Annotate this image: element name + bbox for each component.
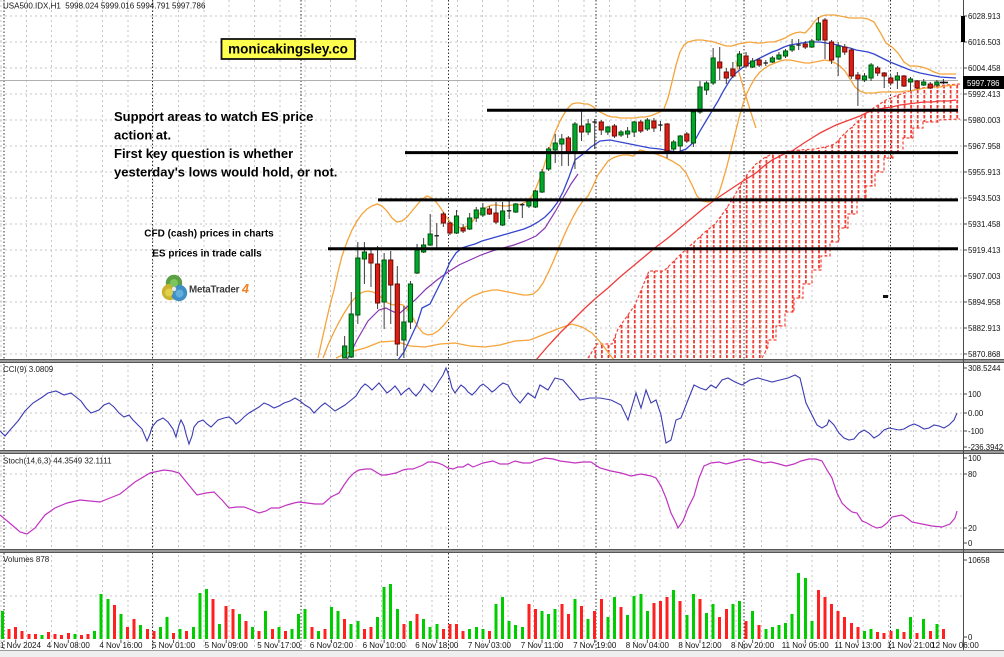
- svg-text:11 Nov 13:00: 11 Nov 13:00: [834, 641, 882, 650]
- svg-text:0: 0: [968, 539, 973, 548]
- svg-text:0: 0: [968, 633, 973, 642]
- svg-text:4 Nov 08:00: 4 Nov 08:00: [47, 641, 91, 650]
- svg-text:8 Nov 04:00: 8 Nov 04:00: [626, 641, 670, 650]
- svg-text:6004.458: 6004.458: [968, 64, 1001, 73]
- svg-text:80: 80: [968, 470, 977, 479]
- svg-text:20: 20: [968, 524, 977, 533]
- svg-text:CCI(9) 3.0809: CCI(9) 3.0809: [3, 365, 54, 374]
- svg-text:11 Nov 21:00: 11 Nov 21:00: [887, 641, 935, 650]
- svg-text:First key question is whether: First key question is whether: [114, 146, 293, 161]
- svg-text:6028.913: 6028.913: [968, 12, 1001, 21]
- svg-text:5 Nov 01:00: 5 Nov 01:00: [152, 641, 196, 650]
- svg-text:6016.503: 6016.503: [968, 38, 1001, 47]
- svg-text:Volumes 878: Volumes 878: [3, 555, 50, 564]
- svg-text:ES prices in trade calls: ES prices in trade calls: [152, 249, 262, 260]
- svg-text:1 Nov 2024: 1 Nov 2024: [0, 641, 41, 650]
- svg-text:12 Nov 06:00: 12 Nov 06:00: [931, 641, 979, 650]
- svg-text:yesterday's lows would hold, o: yesterday's lows would hold, or not.: [114, 165, 337, 180]
- svg-text:-236.3942: -236.3942: [968, 443, 1003, 452]
- svg-text:308.5244: 308.5244: [968, 364, 1001, 373]
- svg-text:Support areas to watch ES pric: Support areas to watch ES price: [114, 109, 313, 124]
- svg-text:8 Nov 20:00: 8 Nov 20:00: [731, 641, 775, 650]
- svg-text:action at.: action at.: [114, 128, 171, 143]
- svg-text:7 Nov 03:00: 7 Nov 03:00: [468, 641, 512, 650]
- svg-text:7 Nov 19:00: 7 Nov 19:00: [573, 641, 617, 650]
- svg-text:4: 4: [241, 282, 249, 296]
- svg-text:5 Nov 09:00: 5 Nov 09:00: [205, 641, 249, 650]
- svg-text:5919.413: 5919.413: [968, 246, 1001, 255]
- svg-text:5967.958: 5967.958: [968, 142, 1001, 151]
- svg-text:5992.413: 5992.413: [968, 90, 1001, 99]
- svg-text:monicakingsley.co: monicakingsley.co: [228, 42, 348, 57]
- svg-text:5870.868: 5870.868: [968, 350, 1001, 359]
- svg-text:7 Nov 11:00: 7 Nov 11:00: [521, 641, 564, 650]
- svg-text:5894.958: 5894.958: [968, 298, 1001, 307]
- svg-text:5980.003: 5980.003: [968, 116, 1001, 125]
- svg-text:MetaTrader: MetaTrader: [189, 285, 240, 296]
- svg-text:100: 100: [968, 390, 982, 399]
- svg-text:5997.786: 5997.786: [967, 79, 1000, 88]
- svg-text:0.00: 0.00: [968, 409, 984, 418]
- svg-text:6 Nov 10:00: 6 Nov 10:00: [363, 641, 407, 650]
- svg-text:6 Nov 18:00: 6 Nov 18:00: [415, 641, 459, 650]
- svg-text:5931.458: 5931.458: [968, 220, 1001, 229]
- svg-text:8 Nov 12:00: 8 Nov 12:00: [678, 641, 722, 650]
- svg-text:USA500.IDX,H1 5998.024 5999.0: USA500.IDX,H1 5998.024 5999.016 5994.791…: [3, 2, 206, 11]
- svg-text:4 Nov 16:00: 4 Nov 16:00: [99, 641, 143, 650]
- svg-text:11 Nov 05:00: 11 Nov 05:00: [782, 641, 830, 650]
- svg-text:5943.503: 5943.503: [968, 194, 1001, 203]
- svg-text:CFD (cash) prices in charts: CFD (cash) prices in charts: [144, 229, 274, 240]
- svg-text:10658: 10658: [968, 556, 990, 565]
- svg-text:5 Nov 17:00: 5 Nov 17:00: [257, 641, 301, 650]
- svg-text:Stoch(14,6,3) 44.3549 32.1111: Stoch(14,6,3) 44.3549 32.1111: [3, 457, 112, 466]
- svg-text:-100: -100: [968, 427, 984, 436]
- svg-text:5955.913: 5955.913: [968, 168, 1001, 177]
- svg-text:6 Nov 02:00: 6 Nov 02:00: [310, 641, 354, 650]
- svg-text:100: 100: [968, 454, 982, 463]
- svg-text:5882.913: 5882.913: [968, 324, 1001, 333]
- svg-text:5907.003: 5907.003: [968, 272, 1001, 281]
